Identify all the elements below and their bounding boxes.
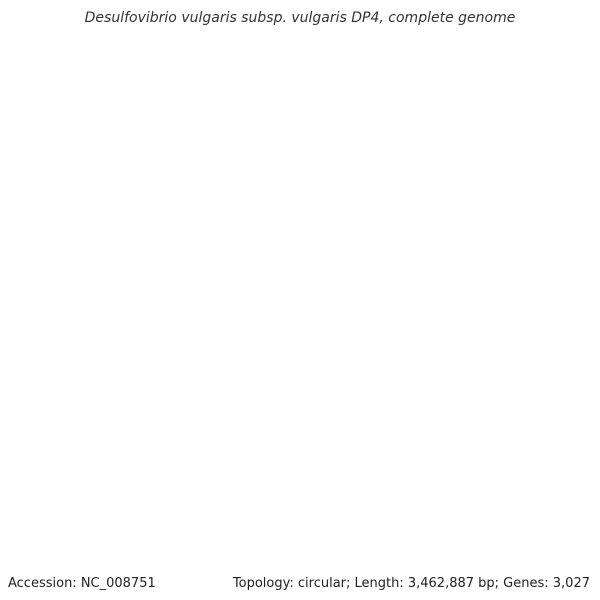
accession-text: Accession: NC_008751 <box>8 576 156 591</box>
page-title: Desulfovibrio vulgaris subsp. vulgaris D… <box>85 10 516 26</box>
genome-summary-text: Topology: circular; Length: 3,462,887 bp… <box>232 576 590 591</box>
